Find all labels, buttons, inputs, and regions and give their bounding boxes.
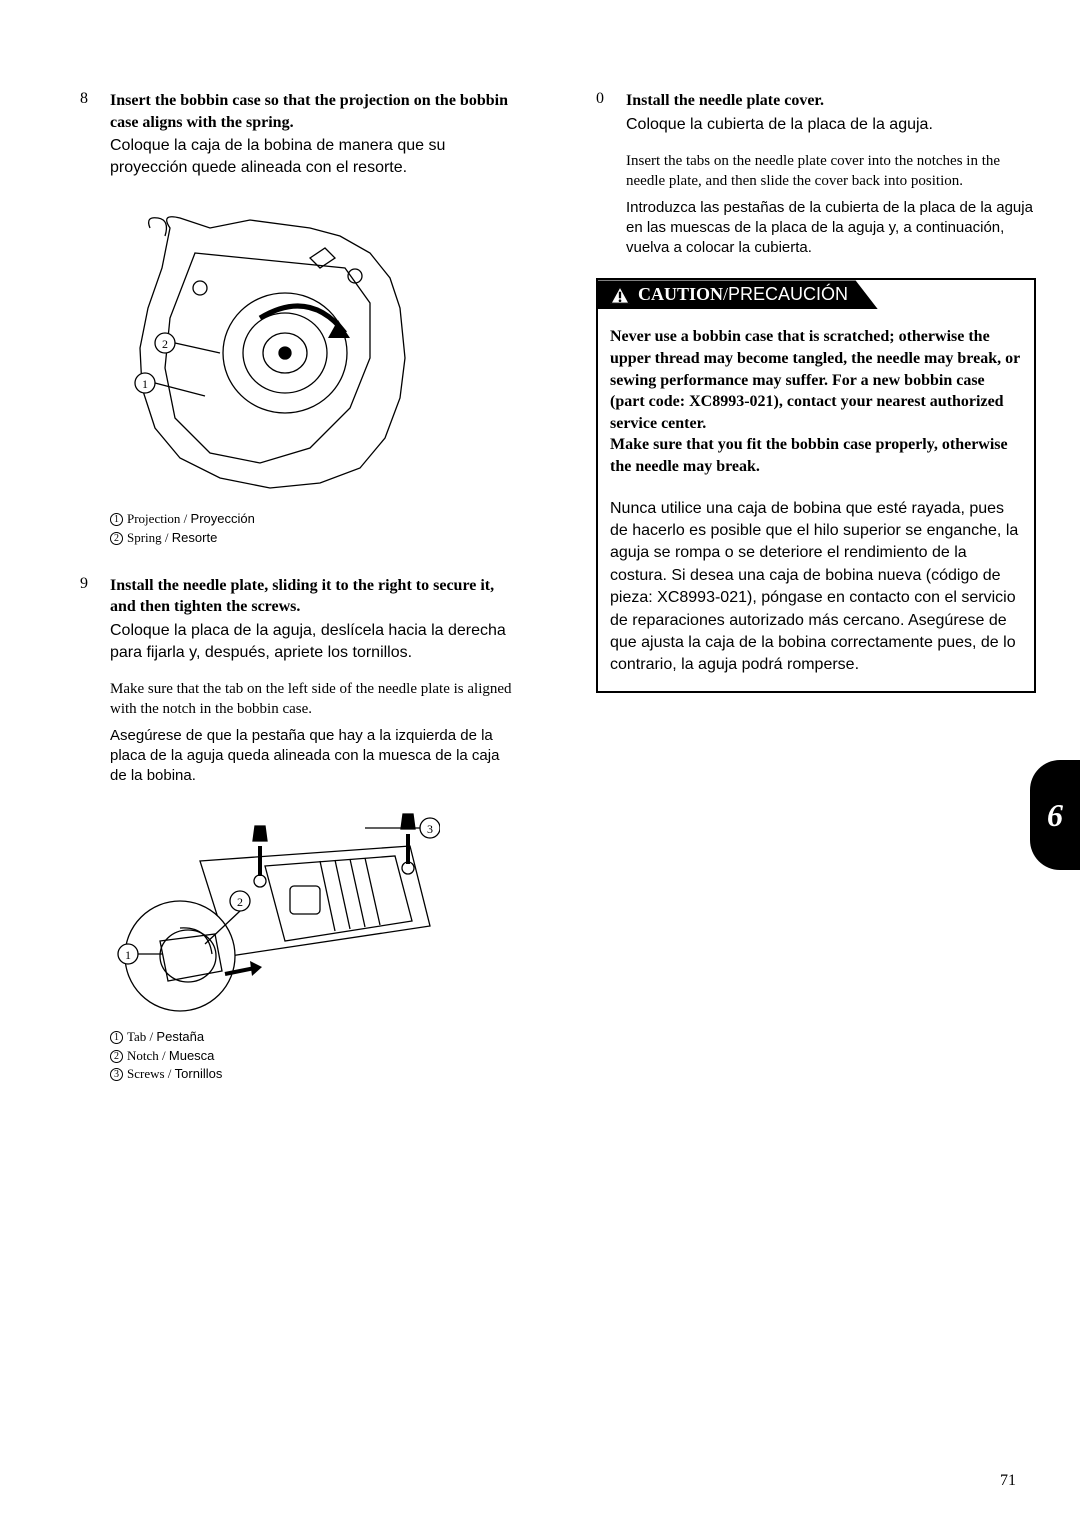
left-column: 8 Insert the bobbin case so that the pro… <box>80 90 520 1111</box>
step-number: 9 <box>80 575 88 593</box>
legend-item: 3Screws / Tornillos <box>110 1065 520 1083</box>
figure-bobbin-case: 1 2 <box>110 198 520 498</box>
step-8: 8 Insert the bobbin case so that the pro… <box>80 90 520 178</box>
legend-item: 2Spring / Resorte <box>110 529 520 547</box>
svg-text:1: 1 <box>125 948 131 962</box>
step-title-es: Coloque la cubierta de la placa de la ag… <box>626 114 1036 136</box>
caution-body-en: Never use a bobbin case that is scratche… <box>598 314 1034 491</box>
svg-text:2: 2 <box>237 895 243 909</box>
svg-text:2: 2 <box>162 337 168 351</box>
chapter-tab: 6 <box>1030 760 1080 870</box>
caution-label-en: CAUTION <box>638 284 723 304</box>
step-title-en: Insert the bobbin case so that the proje… <box>110 90 520 133</box>
note-en: Make sure that the tab on the left side … <box>80 679 520 720</box>
legend-item: 2Notch / Muesca <box>110 1047 520 1065</box>
step-9: 9 Install the needle plate, sliding it t… <box>80 575 520 663</box>
legend-item: 1Projection / Proyección <box>110 510 520 528</box>
note-en: Insert the tabs on the needle plate cove… <box>596 151 1036 192</box>
page-number: 71 <box>1000 1472 1016 1490</box>
warning-icon <box>610 286 630 304</box>
caution-header: CAUTION/PRECAUCIÓN <box>598 280 1034 314</box>
page-content: 8 Insert the bobbin case so that the pro… <box>80 90 1020 1111</box>
step-title-es: Coloque la placa de la aguja, deslícela … <box>110 620 520 663</box>
step-title-en: Install the needle plate, sliding it to … <box>110 575 520 618</box>
step-number: 8 <box>80 90 88 108</box>
step-number: 0 <box>596 90 604 108</box>
svg-text:3: 3 <box>427 822 433 836</box>
note-es: Introduzca las pestañas de la cubierta d… <box>596 198 1036 259</box>
step-title-es: Coloque la caja de la bobina de manera q… <box>110 135 520 178</box>
right-column: 0 Install the needle plate cover. Coloqu… <box>596 90 1036 1111</box>
caution-body-es: Nunca utilice una caja de bobina que est… <box>598 492 1034 691</box>
figure-needle-plate: 1 2 3 <box>110 806 520 1016</box>
caution-box: CAUTION/PRECAUCIÓN Never use a bobbin ca… <box>596 278 1036 692</box>
figure-legend-8: 1Projection / Proyección 2Spring / Resor… <box>80 510 520 546</box>
step-title-en: Install the needle plate cover. <box>626 90 1036 112</box>
svg-text:1: 1 <box>142 377 148 391</box>
caution-label-es: PRECAUCIÓN <box>728 284 848 304</box>
step-10: 0 Install the needle plate cover. Coloqu… <box>596 90 1036 135</box>
figure-legend-9: 1Tab / Pestaña 2Notch / Muesca 3Screws /… <box>80 1028 520 1083</box>
note-es: Asegúrese de que la pestaña que hay a la… <box>80 726 520 787</box>
legend-item: 1Tab / Pestaña <box>110 1028 520 1046</box>
